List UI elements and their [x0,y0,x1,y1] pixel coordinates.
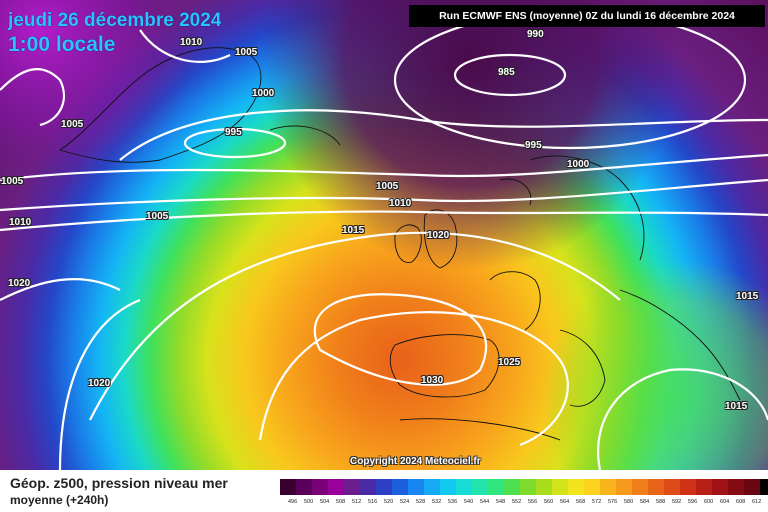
color-scale-tick-label: 508 [336,499,346,505]
color-scale-swatch [696,479,712,495]
color-scale-tick-label: 500 [304,499,314,505]
isobar-label: 1025 [498,357,521,368]
color-scale-swatch [632,479,648,495]
color-scale-tick-label: 608 [736,499,746,505]
color-scale-tick-label: 576 [608,499,618,505]
color-scale-tick-label: 592 [672,499,682,505]
color-scale-swatch [280,479,296,495]
isobar-label: 985 [498,67,515,78]
color-scale-swatch [296,479,312,495]
isobar-label: 995 [225,127,242,138]
color-scale-swatch [408,479,424,495]
color-scale-tick-label: 580 [624,499,634,505]
legend-panel: Géop. z500, pression niveau mer moyenne … [0,470,768,512]
color-scale-swatch [424,479,440,495]
color-scale-tick-label: 564 [560,499,570,505]
color-scale-swatch [440,479,456,495]
isobar-label: 990 [527,29,544,40]
color-scale-tick-label: 504 [320,499,330,505]
color-scale-swatch [600,479,616,495]
legend-subtitle: moyenne (+240h) [10,493,109,507]
color-scale-swatch [472,479,488,495]
isobar-label: 1020 [8,278,31,289]
isobar-label: 1030 [421,375,444,386]
color-scale-swatch [344,479,360,495]
legend-title: Géop. z500, pression niveau mer [10,475,228,491]
color-scale-swatch [616,479,632,495]
isobar-label: 1005 [146,211,169,222]
run-info-banner: Run ECMWF ENS (moyenne) 0Z du lundi 16 d… [409,5,765,27]
color-scale-tick-label: 520 [384,499,394,505]
color-scale-tick-label: 524 [400,499,410,505]
isobar-label: 1005 [61,119,84,130]
color-scale-tick-label: 496 [288,499,298,505]
isobar-label: 1015 [725,401,748,412]
color-scale-tick-label: 612 [752,499,762,505]
color-scale-swatch [536,479,552,495]
color-scale-swatch [360,479,376,495]
valid-date: jeudi 26 décembre 2024 [8,10,222,31]
isobar-label: 1010 [389,198,412,209]
coastlines [58,47,741,441]
isobar-label: 1000 [252,88,275,99]
isobar-lines [0,10,768,470]
isobar-label: 1010 [180,37,203,48]
color-scale-ticks: 496 500 504 508 512 516 520 524 528 532 536 540 544 5… [288,498,768,508]
color-scale-swatch [488,479,504,495]
color-scale-tick-label: 596 [688,499,698,505]
color-scale-tick-label: 528 [416,499,426,505]
color-scale-tick-label: 600 [704,499,714,505]
color-scale-tick-label: 584 [640,499,650,505]
color-scale-swatch [552,479,568,495]
forecast-map: jeudi 26 décembre 2024 1:00 locale Run E… [0,0,768,470]
color-scale-tick-label: 604 [720,499,730,505]
color-scale-swatch [328,479,344,495]
color-scale-swatch [520,479,536,495]
color-scale-tick-label: 536 [448,499,458,505]
color-scale-swatch [584,479,600,495]
color-scale-tick-label: 512 [352,499,362,505]
isobar-label: 1005 [235,47,258,58]
isobar-label: 1005 [1,176,24,187]
color-scale-swatch [504,479,520,495]
color-scale-tick-label: 568 [576,499,586,505]
color-scale-swatch [744,479,760,495]
isobar-label: 1020 [427,230,450,241]
color-scale-swatch [456,479,472,495]
geopotential-field [0,0,768,470]
isobar-label: 995 [525,140,542,151]
isobar-label: 1005 [376,181,399,192]
color-scale-swatch [648,479,664,495]
color-scale-swatch [392,479,408,495]
color-scale-tick-label: 540 [464,499,474,505]
color-scale-tick-label: 516 [368,499,378,505]
color-scale-swatch [712,479,728,495]
color-scale-tick-label: 548 [496,499,506,505]
color-scale-swatch [680,479,696,495]
color-scale-swatch [664,479,680,495]
isobar-label: 1010 [9,217,32,228]
color-scale-swatch [376,479,392,495]
copyright-notice: Copyright 2024 Meteociel.fr [350,456,481,467]
color-scale-swatch [312,479,328,495]
color-scale-swatch [728,479,744,495]
isobar-label: 1015 [342,225,365,236]
valid-time: 1:00 locale [8,33,116,56]
color-scale-tick-label: 560 [544,499,554,505]
color-scale-tick-label: 552 [512,499,522,505]
color-scale-tick-label: 532 [432,499,442,505]
isobar-label: 1015 [736,291,759,302]
color-scale-tick-label: 556 [528,499,538,505]
isobar-label: 1000 [567,159,590,170]
isobar-label: 1020 [88,378,111,389]
color-scale-tick-label: 544 [480,499,490,505]
color-scale-swatch [568,479,584,495]
color-scale-tick-label: 572 [592,499,602,505]
color-scale [280,479,768,495]
color-scale-tick-label: 588 [656,499,666,505]
color-scale-swatch [760,479,768,495]
